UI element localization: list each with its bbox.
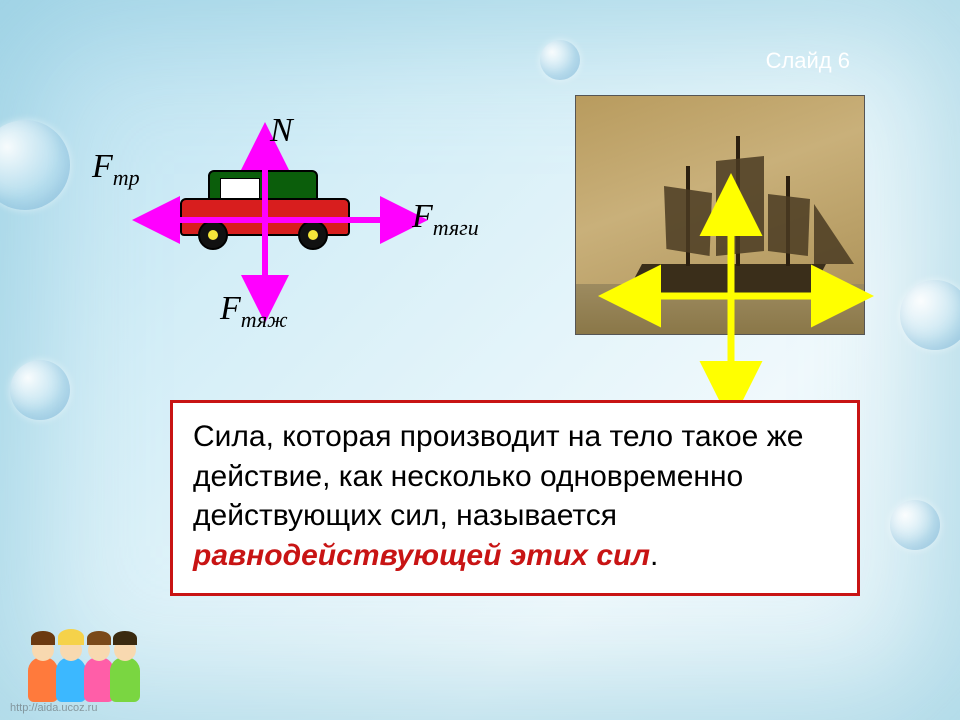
label-traction-force: Fтяги <box>412 198 479 241</box>
symbol: F <box>412 198 433 235</box>
kid-icon <box>56 657 86 702</box>
bubble-decoration <box>10 360 70 420</box>
label-gravity-force: Fтяж <box>220 290 288 333</box>
bubble-decoration <box>890 500 940 550</box>
kid-icon <box>110 657 140 702</box>
subscript: тяж <box>241 307 288 332</box>
ship-force-arrows <box>576 96 896 416</box>
watermark: http://aida.ucoz.ru <box>10 702 97 714</box>
symbol: F <box>92 148 113 185</box>
subscript: тр <box>113 165 140 190</box>
symbol: N <box>270 112 293 149</box>
symbol: F <box>220 290 241 327</box>
bubble-decoration <box>900 280 960 350</box>
subscript: тяги <box>433 215 479 240</box>
definition-box: Сила, которая производит на тело такое ж… <box>170 400 860 596</box>
definition-highlight: равнодействующей этих сил <box>193 539 650 572</box>
definition-text-after: . <box>650 539 658 572</box>
kid-icon <box>28 657 58 702</box>
slide-number-label: Слайд 6 <box>766 48 850 74</box>
bubble-decoration <box>540 40 580 80</box>
label-normal-force: N <box>270 112 293 150</box>
bubble-decoration <box>0 120 70 210</box>
ship-force-diagram <box>575 95 865 335</box>
car-force-diagram: N Fтр Fтяги Fтяж <box>70 100 500 360</box>
kids-decoration <box>28 622 138 702</box>
definition-text-before: Сила, которая производит на тело такое ж… <box>193 420 803 532</box>
label-friction-force: Fтр <box>92 148 140 191</box>
